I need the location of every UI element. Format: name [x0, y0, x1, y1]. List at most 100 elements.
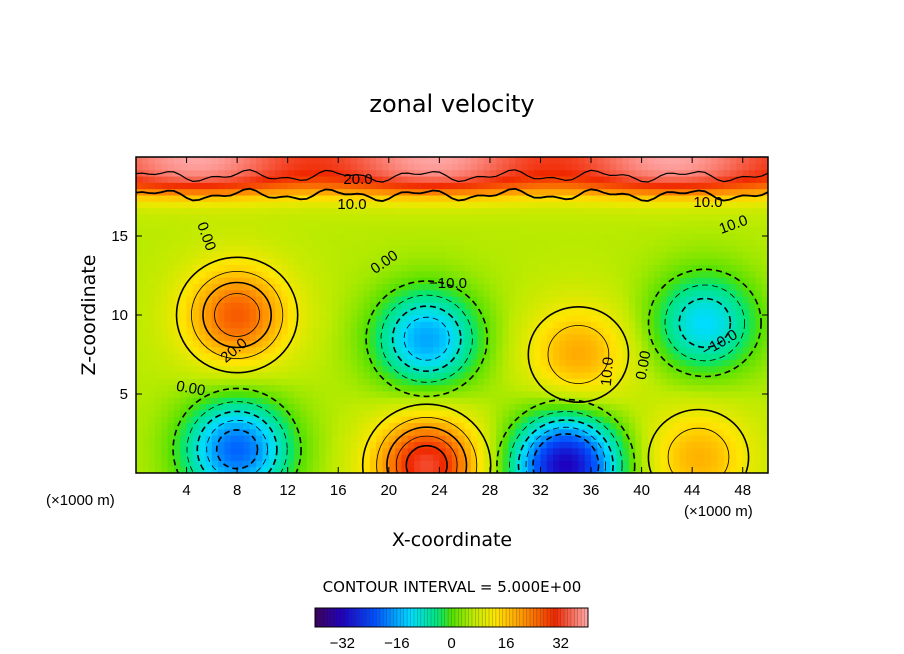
field-cell: [325, 441, 333, 449]
field-cell: [673, 378, 681, 386]
field-cell: [483, 321, 491, 329]
field-cell: [546, 232, 554, 240]
field-cell: [249, 201, 257, 209]
field-cell: [256, 207, 263, 215]
field-cell: [698, 321, 706, 329]
field-cell: [698, 308, 706, 316]
field-cell: [300, 441, 308, 449]
field-cell: [192, 258, 200, 266]
field-cell: [192, 403, 200, 411]
field-cell: [275, 188, 282, 196]
field-cell: [224, 359, 232, 367]
field-cell: [521, 239, 529, 247]
field-cell: [173, 416, 181, 424]
field-cell: [717, 220, 725, 228]
field-cell: [420, 460, 428, 468]
field-cell: [262, 409, 270, 417]
field-cell: [749, 340, 756, 348]
field-cell: [439, 384, 447, 392]
field-cell: [521, 435, 529, 442]
field-cell: [603, 175, 611, 183]
field-cell: [205, 352, 213, 360]
field-cell: [496, 390, 504, 398]
field-cell: [439, 251, 447, 259]
field-cell: [287, 264, 295, 272]
field-cell: [452, 371, 459, 379]
field-cell: [755, 378, 763, 386]
field-cell: [673, 466, 681, 473]
field-cell: [483, 359, 491, 367]
field-cell: [584, 270, 592, 278]
field-cell: [401, 157, 409, 164]
field-cell: [553, 182, 561, 190]
field-cell: [534, 340, 542, 348]
field-cell: [628, 207, 636, 215]
field-cell: [489, 384, 497, 392]
field-cell: [142, 207, 150, 215]
field-cell: [142, 435, 150, 442]
field-cell: [312, 340, 320, 348]
field-cell: [294, 251, 301, 259]
field-cell: [211, 270, 219, 278]
field-cell: [211, 239, 219, 247]
field-cell: [192, 352, 200, 360]
field-cell: [338, 226, 346, 234]
field-cell: [306, 454, 314, 461]
field-cell: [565, 283, 573, 291]
field-cell: [382, 308, 390, 316]
field-cell: [148, 188, 156, 196]
field-cell: [692, 207, 700, 215]
field-cell: [666, 466, 674, 473]
field-cell: [502, 371, 510, 379]
field-cell: [426, 390, 434, 398]
field-cell: [237, 277, 245, 284]
field-cell: [597, 239, 605, 247]
field-cell: [154, 466, 162, 473]
field-cell: [205, 315, 213, 322]
field-cell: [369, 365, 377, 373]
field-cell: [521, 207, 529, 215]
field-cell: [641, 416, 649, 424]
field-cell: [350, 378, 358, 386]
field-cell: [294, 226, 301, 234]
field-cell: [262, 258, 270, 266]
field-cell: [616, 454, 624, 461]
field-cell: [477, 416, 485, 424]
field-cell: [736, 289, 744, 297]
field-cell: [559, 378, 567, 386]
field-cell: [755, 270, 763, 278]
field-cell: [565, 371, 573, 379]
field-cell: [319, 327, 327, 335]
field-cell: [635, 175, 643, 183]
field-cell: [578, 466, 586, 473]
field-cell: [180, 308, 188, 316]
field-cell: [622, 378, 630, 386]
field-cell: [647, 359, 655, 367]
field-cell: [685, 365, 693, 373]
field-cell: [647, 302, 655, 310]
field-cell: [628, 239, 636, 247]
field-cell: [527, 340, 535, 348]
field-cell: [584, 289, 592, 297]
field-cell: [287, 226, 295, 234]
field-cell: [186, 207, 194, 215]
field-cell: [483, 403, 491, 411]
field-cell: [281, 384, 289, 392]
field-cell: [211, 447, 219, 455]
field-cell: [464, 207, 472, 215]
field-cell: [534, 283, 542, 291]
field-cell: [148, 239, 156, 247]
field-cell: [452, 384, 459, 392]
field-cell: [331, 220, 339, 228]
field-cell: [698, 416, 706, 424]
field-cell: [483, 270, 491, 278]
field-cell: [666, 245, 674, 253]
field-cell: [717, 264, 725, 272]
field-cell: [192, 346, 200, 354]
field-cell: [742, 321, 750, 329]
field-cell: [268, 321, 276, 329]
field-cell: [553, 454, 561, 461]
field-cell: [540, 333, 548, 341]
field-cell: [363, 157, 371, 164]
field-cell: [565, 403, 573, 411]
